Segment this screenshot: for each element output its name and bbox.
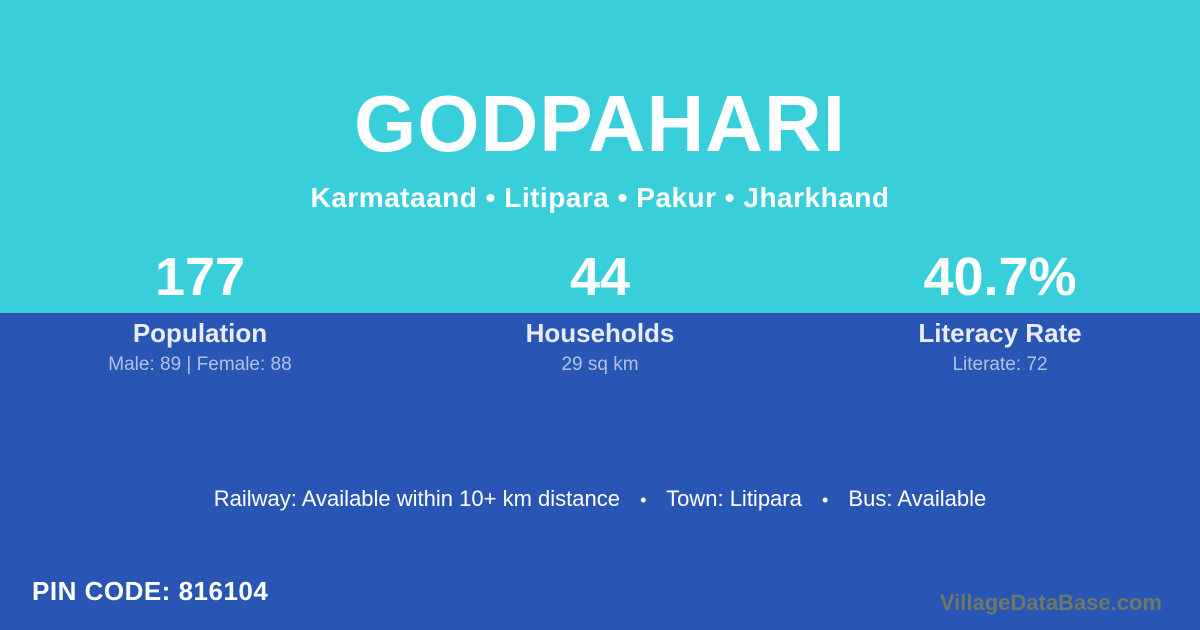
stat-households: 44 Households 29 sq km bbox=[400, 250, 800, 376]
amenities-line: Railway: Available within 10+ km distanc… bbox=[0, 484, 1200, 515]
bottom-background-band bbox=[0, 313, 1200, 630]
pin-code-label: PIN CODE: 816104 bbox=[32, 576, 269, 606]
breadcrumb: Karmataand • Litipara • Pakur • Jharkhan… bbox=[310, 182, 890, 213]
households-value: 44 bbox=[569, 247, 631, 307]
bus-info: Bus: Available bbox=[848, 486, 987, 511]
stat-population: 177 Population Male: 89 | Female: 88 bbox=[0, 250, 400, 376]
population-label: Population bbox=[132, 318, 268, 348]
literacy-label: Literacy Rate bbox=[918, 318, 1082, 348]
stat-literacy: 40.7% Literacy Rate Literate: 72 bbox=[800, 250, 1200, 376]
literacy-detail: Literate: 72 bbox=[952, 354, 1048, 375]
households-label: Households bbox=[525, 318, 675, 348]
railway-info: Railway: Available within 10+ km distanc… bbox=[213, 486, 620, 511]
top-background-band bbox=[0, 0, 1200, 313]
page-title: GODPAHARI bbox=[354, 79, 846, 168]
bullet-separator: • bbox=[640, 490, 647, 511]
population-value: 177 bbox=[154, 247, 246, 307]
literacy-value: 40.7% bbox=[923, 247, 1077, 307]
town-info: Town: Litipara bbox=[666, 486, 802, 511]
population-detail: Male: 89 | Female: 88 bbox=[108, 354, 292, 375]
site-watermark: VillageDataBase.com bbox=[939, 590, 1162, 615]
bullet-separator: • bbox=[821, 490, 829, 511]
households-detail: 29 sq km bbox=[561, 354, 639, 375]
stats-row: 177 Population Male: 89 | Female: 88 44 … bbox=[0, 250, 1200, 376]
